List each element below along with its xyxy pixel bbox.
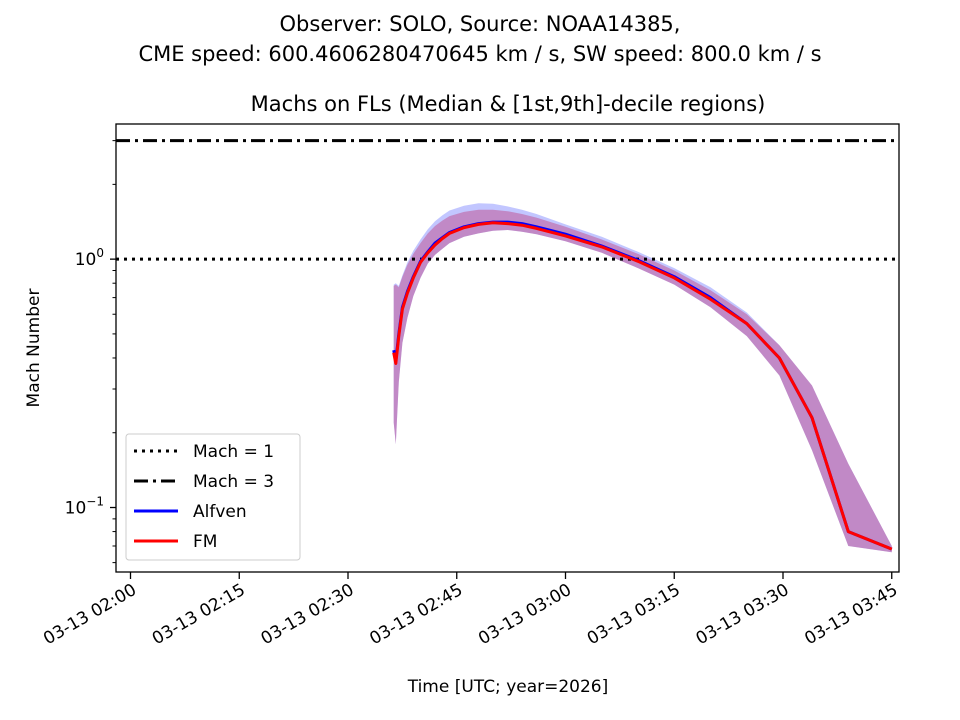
legend-frame [125, 433, 301, 561]
y-tick-exponent-0: 0 [96, 246, 104, 260]
x-tick-label-7: 03-13 03:45 [801, 580, 901, 649]
plot-frame [115, 123, 900, 573]
y-tick-label-1: 10−1 [65, 495, 104, 519]
chart-title: Machs on FLs (Median & [1st,9th]-decile … [251, 92, 766, 116]
chart-suptitle-line-1: Observer: SOLO, Source: NOAA14385, [280, 12, 681, 36]
legend-label-mach-3: Mach = 3 [193, 472, 274, 492]
line-fm [392, 221, 893, 551]
x-tick-label-6: 03-13 03:30 [693, 580, 793, 649]
x-axis-label: Time [UTC; year=2026] [407, 677, 609, 697]
legend-label-alfven: Alfven [193, 502, 247, 522]
legend: Mach = 1 Mach = 3 Alfven FM [125, 433, 301, 561]
y-tick-exponent-1: −1 [86, 495, 104, 509]
x-tick-label-0: 03-13 02:00 [40, 580, 140, 649]
plot-area: 100 10−1 03-13 02:00 03-13 02:15 03-13 02:3… [40, 123, 901, 649]
legend-label-fm: FM [193, 532, 217, 552]
x-tick-label-5: 03-13 03:15 [584, 580, 684, 649]
legend-label-mach-1: Mach = 1 [193, 442, 274, 462]
y-tick-label-0: 100 [75, 246, 104, 270]
chart-suptitle-line-2: CME speed: 600.4606280470645 km / s, SW … [138, 42, 821, 66]
x-tick-label-3: 03-13 02:45 [366, 580, 466, 649]
x-tick-label-2: 03-13 02:30 [258, 580, 358, 649]
line-alfven [392, 220, 893, 551]
band-alfven [393, 203, 892, 553]
x-tick-label-1: 03-13 02:15 [149, 580, 249, 649]
y-axis-label: Mach Number [24, 289, 44, 408]
x-tick-label-4: 03-13 03:00 [475, 580, 575, 649]
